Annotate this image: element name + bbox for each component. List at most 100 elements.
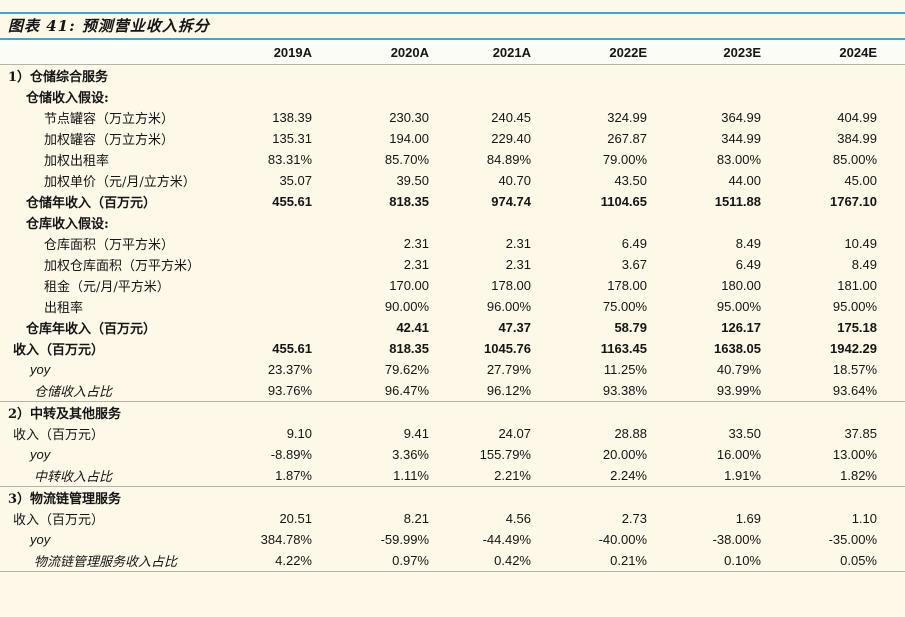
cell-value: 2.31: [403, 236, 429, 251]
cell-value: 11.25%: [603, 362, 647, 377]
cell-value: 35.07: [279, 173, 312, 188]
table-row: 收入（百万元） 20.51 8.21 4.56 2.73 1.69 1.10: [0, 508, 905, 529]
cell-value: 155.79%: [479, 447, 531, 462]
cell-value: 2.31: [505, 257, 531, 272]
cell-value: -44.49%: [482, 532, 531, 547]
cell-value: [313, 401, 430, 423]
cell-value: 138.39: [272, 110, 312, 125]
cell-value: 4.56: [505, 511, 531, 526]
cell-value: 126.17: [721, 320, 761, 335]
cell-value: 170.00: [389, 278, 429, 293]
cell-value: [430, 486, 532, 508]
cell-value: [240, 401, 313, 423]
cell-value: 16.00%: [716, 447, 761, 462]
table-row: yoy 384.78% -59.99% -44.49% -40.00% -38.00% -3…: [0, 529, 905, 550]
row-label: 收入（百万元）: [13, 513, 105, 528]
cell-value: 230.30: [389, 110, 429, 125]
cell-value: 84.89%: [486, 152, 531, 167]
cell-value: -35.00%: [828, 532, 877, 547]
cell-value: 10.49: [844, 236, 877, 251]
table-body: 1）仓储综合服务 仓储收入假设: 节点罐容（万立方米） 138.39 230.30 240…: [0, 65, 905, 572]
cell-value: [762, 212, 905, 233]
table-row: 仓库收入假设:: [0, 212, 905, 233]
row-label: 仓储收入假设:: [26, 91, 109, 106]
top-divider: [0, 12, 905, 14]
cell-value: 229.40: [491, 131, 531, 146]
table-row: 出租率 90.00% 96.00% 75.00% 95.00% 95.00%: [0, 296, 905, 317]
table-row: 收入（百万元） 9.10 9.41 24.07 28.88 33.50 37.85: [0, 423, 905, 444]
cell-value: 2.24%: [610, 468, 647, 483]
row-label: 加权仓库面积（万平方米）: [44, 259, 201, 274]
cell-value: 135.31: [272, 131, 312, 146]
cell-value: 178.00: [607, 278, 647, 293]
cell-value: 0.97%: [313, 550, 430, 572]
table-row: 节点罐容（万立方米） 138.39 230.30 240.45 324.99 364.99…: [0, 107, 905, 128]
cell-value: 1942.29: [830, 341, 877, 356]
row-label: 仓库面积（万平方米）: [44, 238, 175, 253]
header-row: 2019A 2020A 2021A 2022E 2023E 2024E: [0, 40, 905, 65]
corner-cell: [0, 40, 240, 65]
cell-value: [430, 86, 532, 107]
table-row: 收入（百万元） 455.61 818.35 1045.76 1163.45 1638.05…: [0, 338, 905, 359]
cell-value: 79.00%: [602, 152, 647, 167]
row-label: 节点罐容（万立方米）: [44, 112, 175, 127]
cell-value: 23.37%: [267, 362, 312, 377]
row-label: 仓库年收入（百万元）: [26, 322, 157, 337]
cell-value: [240, 486, 313, 508]
cell-value: 0.21%: [532, 550, 648, 572]
cell-value: 1.91%: [724, 468, 761, 483]
table-row: yoy -8.89% 3.36% 155.79% 20.00% 16.00% 13.00%: [0, 444, 905, 465]
cell-value: 28.88: [614, 426, 647, 441]
cell-value: -40.00%: [598, 532, 647, 547]
cell-value: [648, 212, 762, 233]
cell-value: 40.79%: [716, 362, 761, 377]
cell-value: 6.49: [621, 236, 647, 251]
cell-value: 404.99: [837, 110, 877, 125]
table-row: 仓储收入假设:: [0, 86, 905, 107]
cell-value: [648, 65, 762, 87]
cell-value: [240, 275, 313, 296]
table-row: yoy 23.37% 79.62% 27.79% 11.25% 40.79% 18.57%: [0, 359, 905, 380]
forecast-table: 2019A 2020A 2021A 2022E 2023E 2024E 1）仓储综合服务仓…: [0, 40, 905, 572]
cell-value: 1511.88: [714, 194, 761, 209]
column-header: 2024E: [762, 40, 905, 65]
title-divider: [0, 38, 905, 40]
cell-value: 37.85: [844, 426, 877, 441]
cell-value: 39.50: [396, 173, 429, 188]
cell-value: [240, 86, 313, 107]
column-header: 2020A: [313, 40, 430, 65]
table-row: 加权罐容（万立方米） 135.31 194.00 229.40 267.87 344.99…: [0, 128, 905, 149]
row-label: 1）仓储综合服务: [8, 70, 109, 85]
cell-value: [762, 86, 905, 107]
row-label: 加权罐容（万立方米）: [44, 133, 175, 148]
cell-value: [240, 254, 313, 275]
cell-value: 455.61: [272, 341, 312, 356]
cell-value: 0.42%: [430, 550, 532, 572]
cell-value: [240, 65, 313, 87]
row-label: 收入（百万元）: [13, 343, 105, 358]
cell-value: 1.11%: [393, 468, 429, 483]
cell-value: [648, 401, 762, 423]
cell-value: [532, 486, 648, 508]
cell-value: 96.00%: [486, 299, 531, 314]
cell-value: 267.87: [607, 131, 647, 146]
cell-value: 364.99: [721, 110, 761, 125]
cell-value: [313, 486, 430, 508]
row-label: 收入（百万元）: [13, 428, 105, 443]
row-label: yoy: [30, 362, 51, 377]
cell-value: [313, 86, 430, 107]
column-header: 2019A: [240, 40, 313, 65]
column-header: 2022E: [532, 40, 648, 65]
row-label: 出租率: [44, 301, 84, 316]
cell-value: [532, 86, 648, 107]
cell-value: 178.00: [491, 278, 531, 293]
cell-value: 96.47%: [384, 383, 429, 398]
cell-value: 93.76%: [267, 383, 312, 398]
cell-value: [648, 86, 762, 107]
cell-value: 1.82%: [840, 468, 877, 483]
cell-value: 818.35: [389, 194, 429, 209]
cell-value: [240, 233, 313, 254]
cell-value: [532, 65, 648, 87]
cell-value: 3.67: [621, 257, 647, 272]
cell-value: 47.37: [498, 320, 531, 335]
